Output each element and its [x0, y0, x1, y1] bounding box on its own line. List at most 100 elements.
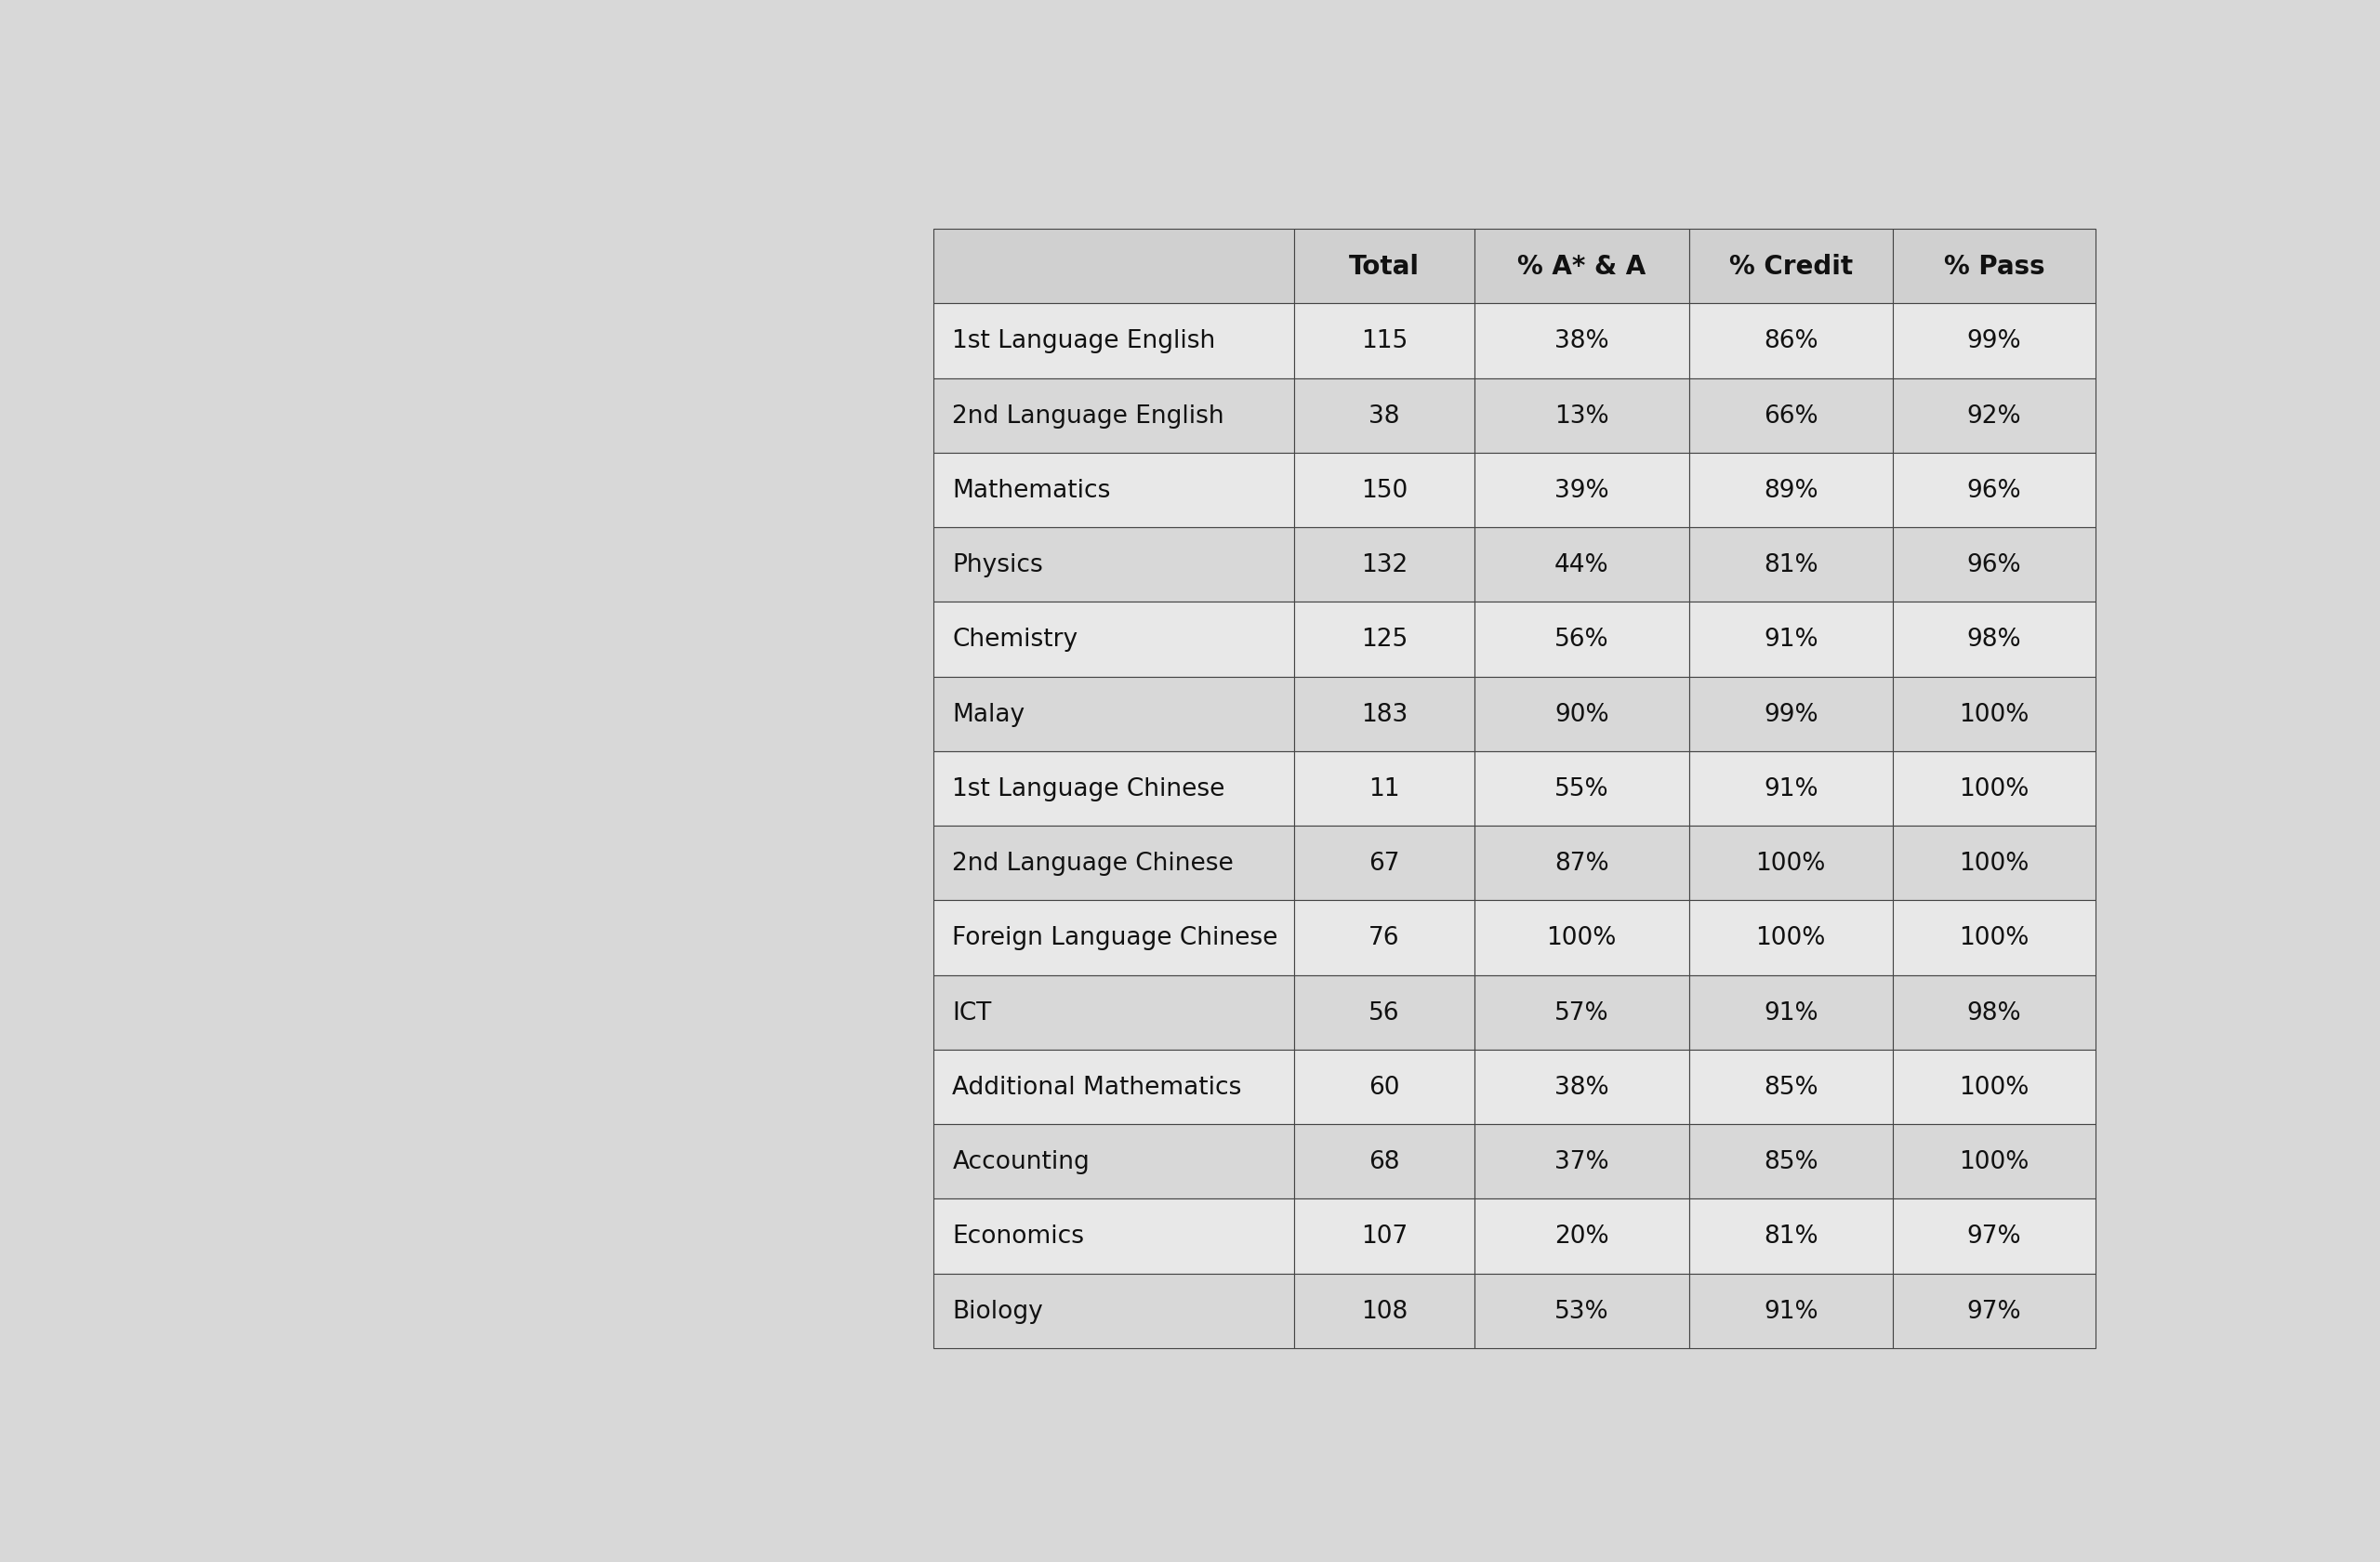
Bar: [1473, 230, 1690, 305]
Text: 87%: 87%: [1554, 851, 1609, 875]
Bar: [1295, 826, 1473, 901]
Bar: [1690, 305, 1892, 378]
Bar: [1690, 751, 1892, 826]
Text: 20%: 20%: [1554, 1225, 1609, 1248]
Text: 38%: 38%: [1554, 330, 1609, 353]
Bar: [1295, 453, 1473, 528]
Text: 100%: 100%: [1959, 851, 2030, 875]
Text: 91%: 91%: [1764, 1298, 1818, 1323]
Text: 38%: 38%: [1554, 1075, 1609, 1100]
Bar: [1473, 826, 1690, 901]
Text: Foreign Language Chinese: Foreign Language Chinese: [952, 926, 1278, 950]
Bar: [1690, 230, 1892, 305]
Text: 115: 115: [1361, 330, 1407, 353]
Text: Economics: Economics: [952, 1225, 1085, 1248]
Bar: [1295, 603, 1473, 676]
Text: Accounting: Accounting: [952, 1150, 1090, 1173]
Text: 85%: 85%: [1764, 1075, 1818, 1100]
Text: 100%: 100%: [1959, 703, 2030, 726]
Text: 66%: 66%: [1764, 405, 1818, 428]
Bar: [1473, 975, 1690, 1050]
Text: 13%: 13%: [1554, 405, 1609, 428]
Bar: [1473, 1273, 1690, 1348]
Text: 2nd Language English: 2nd Language English: [952, 405, 1223, 428]
Bar: [1690, 1200, 1892, 1273]
Bar: [1690, 453, 1892, 528]
Text: 89%: 89%: [1764, 478, 1818, 503]
Text: Physics: Physics: [952, 553, 1042, 578]
Bar: [933, 603, 1295, 676]
Text: 91%: 91%: [1764, 628, 1818, 651]
Bar: [1473, 751, 1690, 826]
Text: 99%: 99%: [1764, 703, 1818, 726]
Text: 56%: 56%: [1554, 628, 1609, 651]
Bar: [1892, 305, 2097, 378]
Text: 38: 38: [1368, 405, 1399, 428]
Bar: [1892, 751, 2097, 826]
Text: 44%: 44%: [1554, 553, 1609, 578]
Bar: [933, 230, 1295, 305]
Text: 1st Language English: 1st Language English: [952, 330, 1216, 353]
Bar: [1690, 1125, 1892, 1200]
Text: 67: 67: [1368, 851, 1399, 875]
Text: 98%: 98%: [1966, 628, 2021, 651]
Bar: [1892, 1125, 2097, 1200]
Text: Total: Total: [1349, 253, 1418, 280]
Bar: [1473, 901, 1690, 975]
Text: 91%: 91%: [1764, 776, 1818, 801]
Bar: [933, 975, 1295, 1050]
Text: 57%: 57%: [1554, 1000, 1609, 1025]
Text: 68: 68: [1368, 1150, 1399, 1173]
Bar: [1690, 528, 1892, 603]
Bar: [1892, 603, 2097, 676]
Text: 76: 76: [1368, 926, 1399, 950]
Bar: [1892, 1200, 2097, 1273]
Text: % Pass: % Pass: [1944, 253, 2044, 280]
Bar: [1892, 528, 2097, 603]
Text: 100%: 100%: [1547, 926, 1616, 950]
Bar: [1892, 453, 2097, 528]
Bar: [1295, 1200, 1473, 1273]
Bar: [1295, 305, 1473, 378]
Text: 37%: 37%: [1554, 1150, 1609, 1173]
Bar: [1892, 975, 2097, 1050]
Text: 86%: 86%: [1764, 330, 1818, 353]
Text: 55%: 55%: [1554, 776, 1609, 801]
Bar: [1295, 975, 1473, 1050]
Text: 100%: 100%: [1959, 926, 2030, 950]
Bar: [1892, 676, 2097, 751]
Text: % Credit: % Credit: [1728, 253, 1852, 280]
Bar: [1690, 1273, 1892, 1348]
Bar: [1295, 901, 1473, 975]
Bar: [1295, 676, 1473, 751]
Bar: [1295, 528, 1473, 603]
Text: 81%: 81%: [1764, 553, 1818, 578]
Bar: [1295, 1273, 1473, 1348]
Bar: [1892, 826, 2097, 901]
Text: 98%: 98%: [1966, 1000, 2021, 1025]
Text: Additional Mathematics: Additional Mathematics: [952, 1075, 1242, 1100]
Text: 100%: 100%: [1959, 1075, 2030, 1100]
Text: 39%: 39%: [1554, 478, 1609, 503]
Bar: [1690, 975, 1892, 1050]
Text: 1st Language Chinese: 1st Language Chinese: [952, 776, 1226, 801]
Bar: [1690, 676, 1892, 751]
Bar: [1892, 1273, 2097, 1348]
Bar: [1690, 1050, 1892, 1125]
Text: 2nd Language Chinese: 2nd Language Chinese: [952, 851, 1233, 875]
Bar: [1295, 1125, 1473, 1200]
Text: Mathematics: Mathematics: [952, 478, 1111, 503]
Text: 100%: 100%: [1959, 776, 2030, 801]
Bar: [1295, 751, 1473, 826]
Bar: [1473, 453, 1690, 528]
Bar: [933, 453, 1295, 528]
Text: 108: 108: [1361, 1298, 1407, 1323]
Bar: [933, 1200, 1295, 1273]
Text: 132: 132: [1361, 553, 1407, 578]
Bar: [1473, 603, 1690, 676]
Text: 92%: 92%: [1966, 405, 2021, 428]
Bar: [1892, 1050, 2097, 1125]
Text: 97%: 97%: [1966, 1298, 2021, 1323]
Text: 53%: 53%: [1554, 1298, 1609, 1323]
Bar: [1473, 1200, 1690, 1273]
